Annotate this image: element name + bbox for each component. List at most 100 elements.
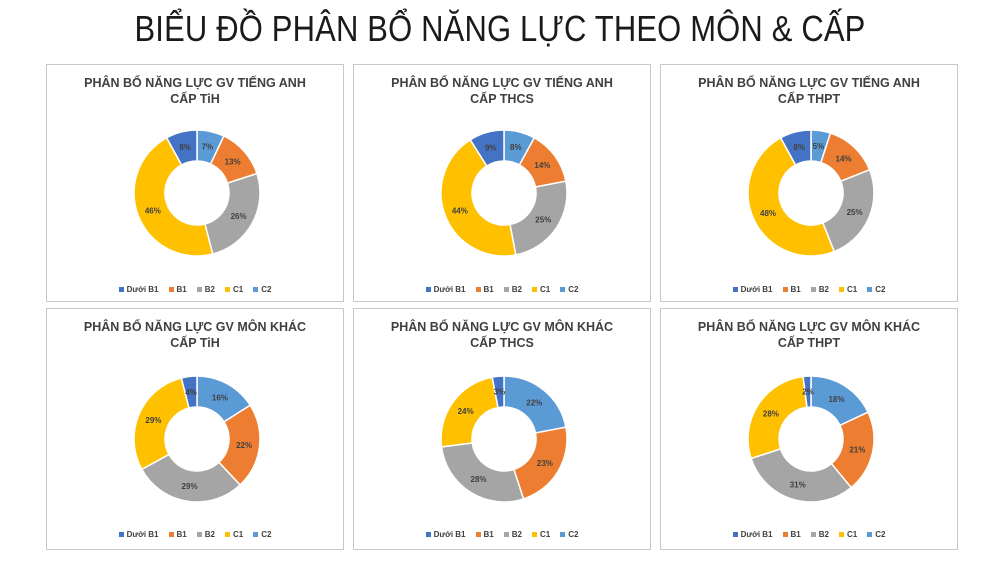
data-label-c2: 8% [510,143,522,152]
legend-item-c2: C2 [867,285,885,294]
data-label-duoi-b1: 9% [485,143,497,152]
legend-swatch [560,287,566,292]
chart-title: PHÂN BỔ NĂNG LỰC GV TIẾNG ANH CẤP TiH [47,75,343,107]
legend-item-b2: B2 [196,530,215,539]
donut-chart: 5% 14% 25% 48% 8% [747,129,875,257]
legend-label: C2 [261,530,272,539]
legend-swatch [475,287,481,292]
legend-swatch [503,532,509,537]
legend-item-c2: C2 [253,285,271,294]
legend-item-b2: B2 [810,285,829,294]
data-label-b2: 25% [847,208,863,217]
legend-item-c1: C1 [838,530,857,539]
data-label-c1: 44% [452,206,468,215]
legend-label: B1 [790,530,801,539]
data-label-c2: 7% [202,143,214,152]
legend-label: Dưới B1 [740,285,773,294]
legend-swatch [118,532,124,537]
chart-panel-other-highschool: PHÂN BỔ NĂNG LỰC GV MÔN KHÁC CẤP THPT 18… [660,308,958,550]
legend-label: B2 [204,530,215,539]
legend-swatch [224,532,230,537]
chart-panel-english-secondary: PHÂN BỔ NĂNG LỰC GV TIẾNG ANH CẤP THCS 8… [353,64,651,302]
chart-panel-other-primary: PHÂN BỔ NĂNG LỰC GV MÔN KHÁC CẤP TiH 16%… [46,308,344,550]
data-label-b1: 14% [836,154,852,163]
legend-item-duoi-b1: Dưới B1 [118,285,159,294]
legend-swatch [732,287,738,292]
slice-b2 [750,447,853,503]
chart-title: PHÂN BỔ NĂNG LỰC GV MÔN KHÁC CẤP THPT [661,319,957,351]
data-label-b2: 26% [231,212,247,221]
slice-duoi-b1 [779,129,812,166]
legend-swatch [196,287,202,292]
legend-label: C2 [261,285,272,294]
legend-label: Dưới B1 [433,285,466,294]
slice-duoi-b1 [165,129,198,166]
data-label-b1: 21% [849,445,865,454]
legend-label: Dưới B1 [433,530,466,539]
chart-panel-english-primary: PHÂN BỔ NĂNG LỰC GV TIẾNG ANH CẤP TiH 7%… [46,64,344,302]
legend-label: C1 [539,285,551,294]
donut-chart: 18% 21% 31% 28% 2% [747,375,875,503]
data-label-b2: 31% [790,481,806,490]
legend-swatch [560,532,566,537]
chart-title-line1: PHÂN BỔ NĂNG LỰC GV TIẾNG ANH [391,76,613,90]
data-label-c2: 22% [526,398,542,407]
legend-swatch [196,532,202,537]
legend-swatch [810,287,816,292]
legend-label: C2 [568,530,579,539]
chart-legend: Dưới B1 B1 B2 C1 C2 [354,530,650,539]
chart-title-line2: CẤP TiH [170,92,220,106]
chart-title-line2: CẤP THPT [777,92,841,106]
legend-label: Dưới B1 [740,530,773,539]
chart-title-line1: PHÂN BỔ NĂNG LỰC GV MÔN KHÁC [83,320,307,334]
legend-label: B2 [818,530,829,539]
legend-swatch [118,287,124,292]
legend-swatch [867,532,873,537]
chart-title-line1: PHÂN BỔ NĂNG LỰC GV MÔN KHÁC [390,320,614,334]
legend-swatch [838,287,844,292]
chart-legend: Dưới B1 B1 B2 C1 C2 [661,530,957,539]
legend-item-b1: B1 [782,285,801,294]
data-label-c1: 48% [760,209,776,218]
slice-duoi-b1 [469,129,505,168]
slice-b2 [440,442,525,503]
legend-item-b1: B1 [475,285,494,294]
legend-item-c2: C2 [253,530,271,539]
data-label-c1: 24% [458,407,474,416]
chart-title: PHÂN BỔ NĂNG LỰC GV TIẾNG ANH CẤP THCS [354,75,650,107]
legend-label: C1 [846,285,858,294]
chart-title: PHÂN BỔ NĂNG LỰC GV MÔN KHÁC CẤP TiH [47,319,343,351]
legend-label: B1 [790,285,801,294]
chart-title: PHÂN BỔ NĂNG LỰC GV MÔN KHÁC CẤP THCS [354,319,650,351]
legend-swatch [253,532,259,537]
legend-swatch [531,287,537,292]
chart-title-line1: PHÂN BỔ NĂNG LỰC GV TIẾNG ANH [84,76,306,90]
legend-item-b2: B2 [503,285,522,294]
data-label-duoi-b1: 4% [185,388,197,397]
legend-swatch [224,287,230,292]
slice-c1 [133,136,214,257]
data-label-duoi-b1: 3% [494,388,506,397]
legend-label: C1 [232,530,244,539]
legend-label: B1 [483,285,494,294]
legend-label: C1 [232,285,244,294]
slice-c1 [133,377,190,471]
chart-legend: Dưới B1 B1 B2 C1 C2 [47,285,343,294]
legend-label: C1 [539,530,551,539]
slice-c1 [747,375,808,460]
slice-duoi-b1 [180,375,198,409]
data-label-duoi-b1: 2% [802,388,814,397]
legend-item-b2: B2 [810,530,829,539]
legend-swatch [838,532,844,537]
legend-label: Dưới B1 [126,285,159,294]
data-label-c1: 28% [763,410,779,419]
legend-swatch [732,532,738,537]
chart-panel-english-highschool: PHÂN BỔ NĂNG LỰC GV TIẾNG ANH CẤP THPT 5… [660,64,958,302]
chart-title-line2: CẤP THCS [470,92,534,106]
legend-item-duoi-b1: Dưới B1 [425,530,466,539]
legend-item-duoi-b1: Dưới B1 [425,285,466,294]
legend-item-c2: C2 [560,530,578,539]
legend-swatch [475,532,481,537]
slice-duoi-b1 [802,375,812,409]
legend-item-c1: C1 [531,285,551,294]
